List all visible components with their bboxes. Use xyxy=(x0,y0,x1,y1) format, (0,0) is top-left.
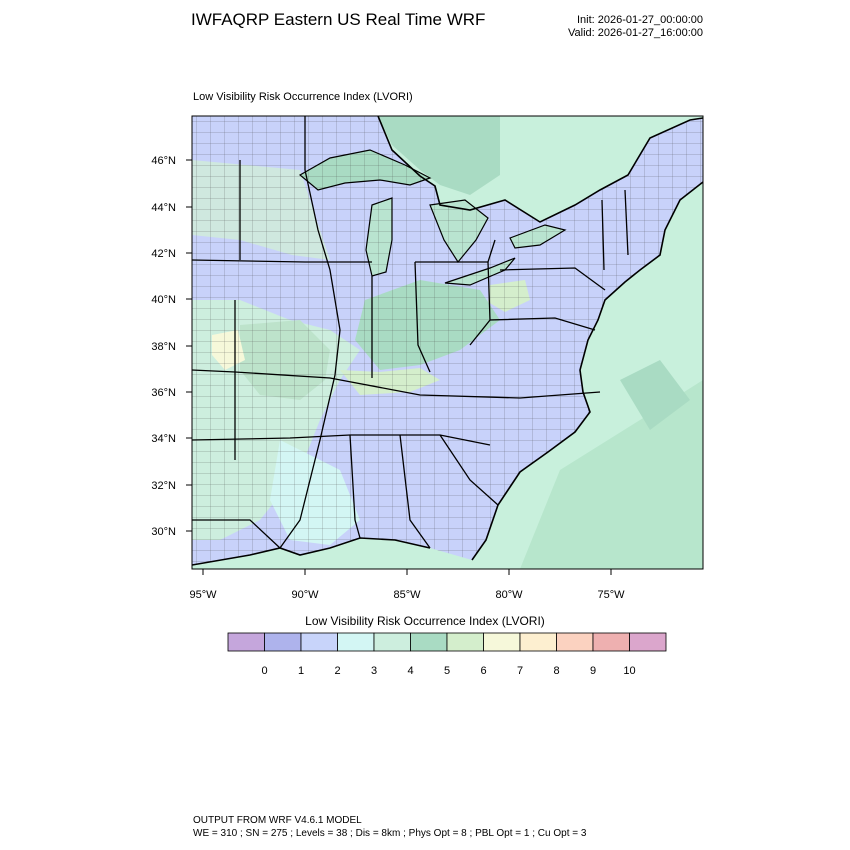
lon-tick-label: 90°W xyxy=(291,589,319,601)
lat-tick-label: 46°N xyxy=(151,155,176,167)
colorbar-label: 5 xyxy=(444,665,450,677)
lon-axis: 95°W 90°W 85°W 80°W 75°W xyxy=(189,569,625,601)
lat-tick-label: 30°N xyxy=(151,526,176,538)
colorbar-swatch xyxy=(556,632,594,652)
colorbar-swatch xyxy=(264,632,302,652)
lat-tick: 30°N xyxy=(151,526,192,538)
colorbar-label: 0 xyxy=(261,665,267,677)
colorbar-label: 1 xyxy=(298,665,304,677)
county-lines xyxy=(192,116,703,565)
colorbar-swatch xyxy=(592,632,630,652)
map-subtitle: Low Visibility Risk Occurrence Index (LV… xyxy=(193,91,413,103)
lat-tick-label: 34°N xyxy=(151,433,176,445)
colorbar-label: 7 xyxy=(517,665,523,677)
colorbar-label: 10 xyxy=(623,665,635,677)
coastline xyxy=(192,116,703,566)
colorbar-label: 4 xyxy=(407,665,413,677)
canada-land xyxy=(378,116,500,195)
lat-tick: 46°N xyxy=(151,155,192,167)
lon-tick-label: 80°W xyxy=(495,589,523,601)
lat-tick: 34°N xyxy=(151,433,192,445)
canada-land xyxy=(500,116,703,215)
lake-outlines xyxy=(298,149,567,286)
lat-tick-label: 42°N xyxy=(151,248,176,260)
footer-model-line: OUTPUT FROM WRF V4.6.1 MODEL xyxy=(193,815,362,826)
lat-tick: 42°N xyxy=(151,248,192,260)
init-time: Init: 2026-01-27_00:00:00 xyxy=(577,14,703,26)
colorbar-label: 2 xyxy=(334,665,340,677)
lat-tick-label: 40°N xyxy=(151,294,176,306)
colorbar-swatch xyxy=(337,632,375,652)
footer-config-line: WE = 310 ; SN = 275 ; Levels = 38 ; Dis … xyxy=(193,828,587,839)
lat-tick: 40°N xyxy=(151,294,192,306)
lat-tick: 38°N xyxy=(151,341,192,353)
lon-tick: 85°W xyxy=(393,569,421,601)
map-frame xyxy=(191,115,704,570)
colorbar-swatch xyxy=(373,632,411,652)
lat-tick: 44°N xyxy=(151,202,192,214)
lon-tick-label: 95°W xyxy=(189,589,217,601)
colorbar-label: 9 xyxy=(590,665,596,677)
lat-tick-label: 38°N xyxy=(151,341,176,353)
colorbar-title: Low Visibility Risk Occurrence Index (LV… xyxy=(305,614,545,628)
colorbar-label: 8 xyxy=(553,665,559,677)
colorbar-swatch xyxy=(410,632,448,652)
valid-time: Valid: 2026-01-27_16:00:00 xyxy=(568,27,703,39)
lon-tick-label: 75°W xyxy=(597,589,625,601)
map-panel xyxy=(192,116,703,569)
lon-tick: 80°W xyxy=(495,569,523,601)
lat-tick: 36°N xyxy=(151,387,192,399)
ocean-patch xyxy=(620,360,690,430)
lat-tick: 32°N xyxy=(151,480,192,492)
colorbar-swatch xyxy=(629,632,667,652)
colorbar-swatch xyxy=(446,632,484,652)
lon-tick: 75°W xyxy=(597,569,625,601)
ocean-patch xyxy=(520,380,703,569)
colorbar-swatch xyxy=(519,632,557,652)
colorbar-swatch xyxy=(227,632,265,652)
page-title: IWFAQRP Eastern US Real Time WRF xyxy=(191,10,486,29)
colorbar-label: 6 xyxy=(480,665,486,677)
colorbar-label: 3 xyxy=(371,665,377,677)
lat-tick-label: 32°N xyxy=(151,480,176,492)
lat-tick-label: 44°N xyxy=(151,202,176,214)
lon-tick: 90°W xyxy=(291,569,319,601)
state-boundaries xyxy=(192,116,629,549)
lat-tick-label: 36°N xyxy=(151,387,176,399)
lon-tick: 95°W xyxy=(189,569,217,601)
lat-axis: 46°N 44°N 42°N 40°N 38°N 36°N 34°N 32°N … xyxy=(151,155,192,538)
colorbar: 0 1 2 3 4 5 6 7 8 9 10 xyxy=(227,632,667,677)
colorbar-swatch xyxy=(300,632,338,652)
colorbar-swatch xyxy=(483,632,521,652)
lon-tick-label: 85°W xyxy=(393,589,421,601)
